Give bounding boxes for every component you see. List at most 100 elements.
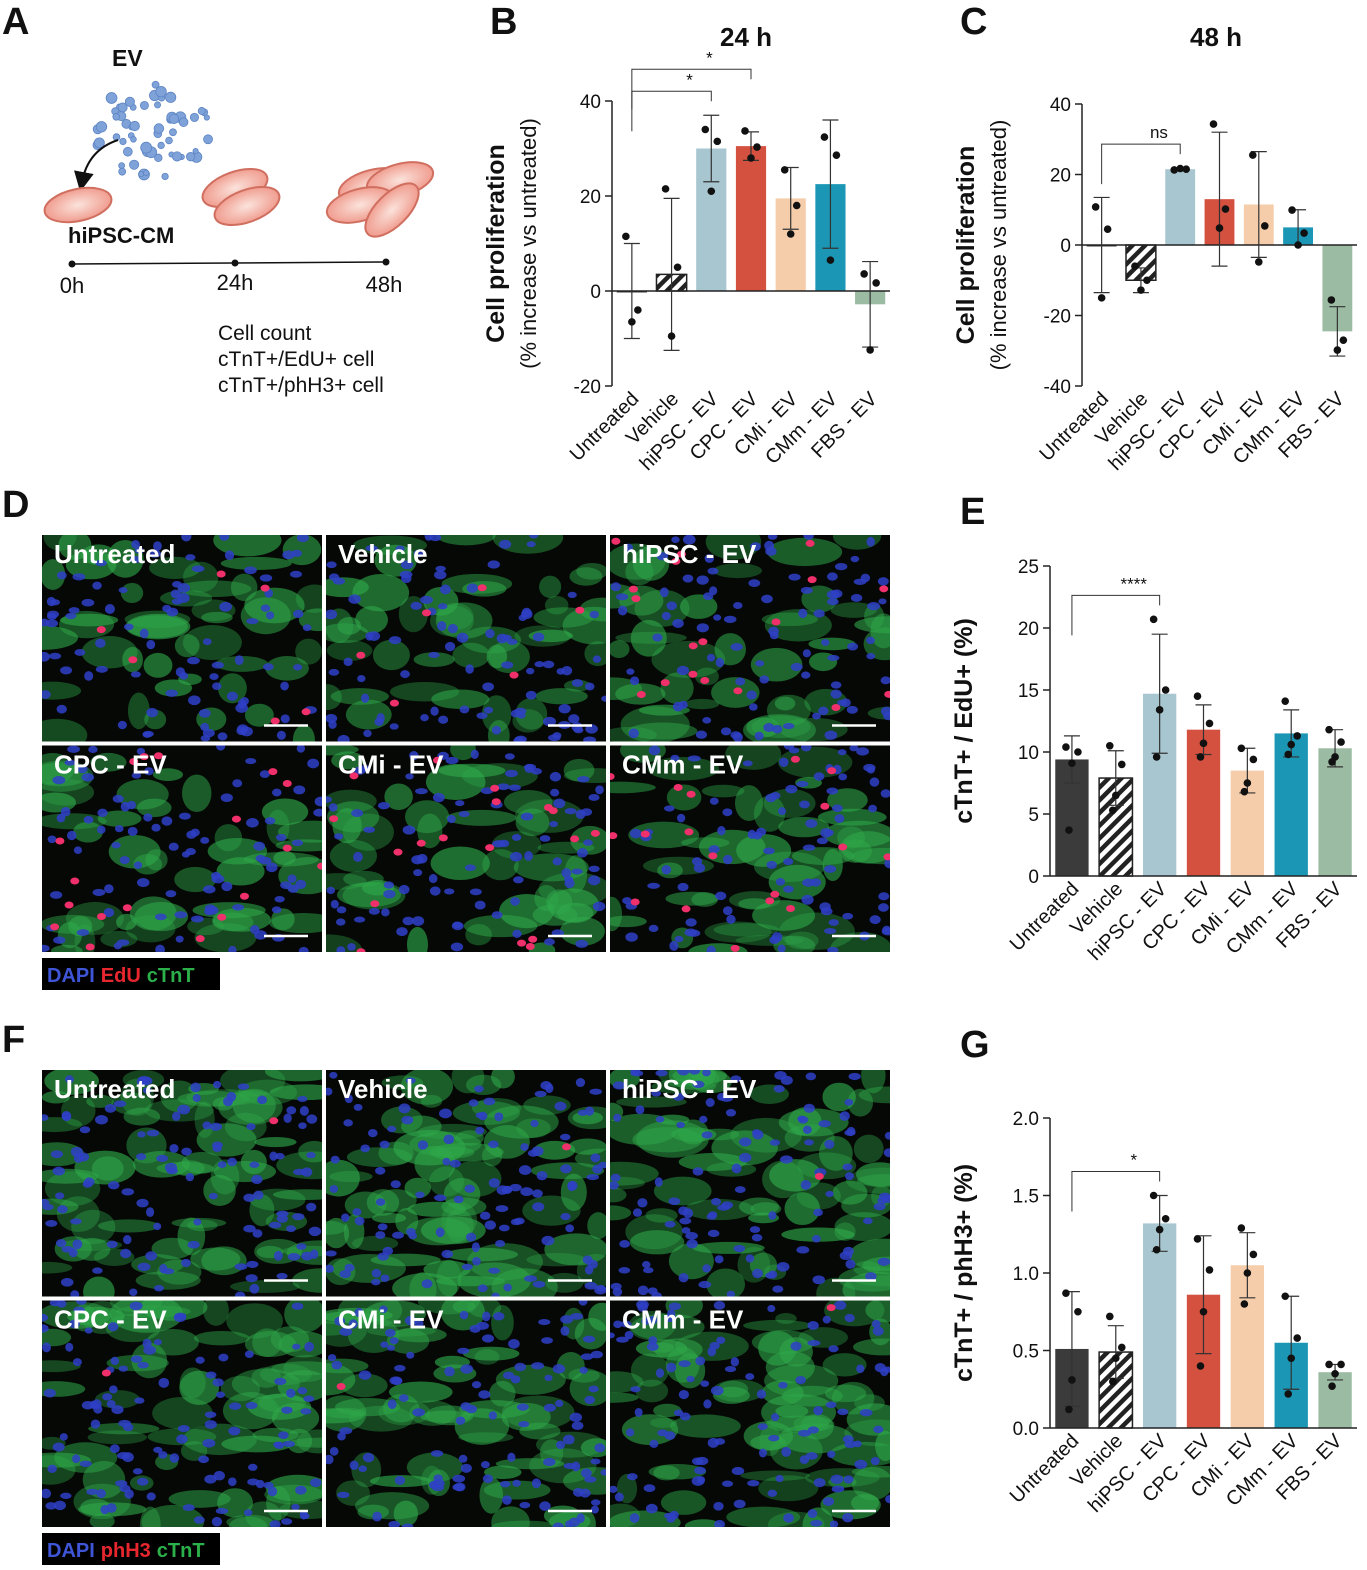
cells [43, 161, 435, 238]
nucleus [300, 1408, 312, 1415]
nucleus [156, 1154, 169, 1163]
significance-bracket [1071, 1171, 1161, 1212]
nucleus [244, 1350, 254, 1359]
nucleus [433, 1474, 443, 1482]
nucleus [83, 1177, 95, 1187]
y-axis-label: cTnT+ / EdU+ (%) [950, 618, 978, 824]
nucleus [684, 928, 697, 937]
cytoplasm [484, 1465, 522, 1480]
cytoplasm [265, 656, 309, 681]
cytoplasm [446, 809, 517, 826]
nucleus [134, 547, 144, 554]
micrograph-label: hiPSC - EV [622, 1074, 757, 1104]
proliferating-nucleus [879, 585, 889, 593]
nucleus [583, 736, 597, 742]
nucleus [276, 730, 286, 740]
cytoplasm [499, 894, 555, 929]
y-tick-label: -20 [1044, 307, 1071, 328]
nucleus [584, 1395, 595, 1405]
nucleus [708, 845, 720, 854]
nucleus [42, 1324, 49, 1333]
micrograph: Vehicle [326, 535, 606, 742]
cytoplasm [610, 1187, 627, 1203]
nucleus [296, 535, 309, 543]
cytoplasm [120, 582, 144, 604]
nucleus [805, 1072, 817, 1081]
nucleus [745, 1254, 755, 1263]
cytoplasm [414, 1145, 456, 1183]
cytoplasm [856, 1162, 890, 1187]
nucleus [170, 589, 181, 599]
nucleus [577, 775, 590, 783]
nucleus [651, 1291, 662, 1297]
y-tick-label: 0.0 [1013, 1419, 1039, 1440]
nucleus [580, 808, 593, 816]
cytoplasm [834, 1222, 856, 1241]
data-point [661, 185, 670, 193]
nucleus [504, 753, 515, 760]
nucleus [837, 1408, 849, 1416]
nucleus [226, 691, 238, 701]
panel-letter: B [490, 1, 517, 43]
cytoplasm [621, 1414, 679, 1446]
micrograph: hiPSC - EV [610, 1070, 890, 1297]
proliferating-nucleus [610, 832, 618, 840]
nucleus [769, 936, 780, 944]
nucleus [549, 821, 559, 828]
nucleus [290, 570, 302, 578]
cytoplasm [393, 1500, 419, 1527]
nucleus [494, 1112, 504, 1122]
nucleus [519, 1501, 531, 1509]
nucleus [193, 1218, 202, 1226]
nucleus [187, 656, 200, 665]
nucleus [707, 1346, 717, 1357]
nucleus [142, 1087, 152, 1094]
nucleus [326, 1264, 334, 1273]
nucleus [488, 1178, 500, 1188]
nucleus [586, 1173, 600, 1181]
proliferating-nucleus [575, 606, 585, 614]
proliferating-nucleus [590, 829, 600, 837]
nucleus [339, 1269, 352, 1279]
cytoplasm [42, 1261, 73, 1274]
nucleus [313, 808, 322, 817]
nucleus [95, 638, 106, 648]
cytoplasm [125, 613, 191, 640]
proliferating-nucleus [561, 1143, 571, 1151]
nucleus [68, 1248, 78, 1258]
nucleus [301, 1167, 313, 1177]
nucleus [84, 671, 94, 681]
stain-legend-bg [42, 958, 220, 990]
proliferating-nucleus [611, 537, 621, 545]
nucleus [610, 1181, 619, 1190]
cytoplasm [725, 745, 782, 770]
nucleus [778, 1381, 788, 1389]
proliferating-nucleus [438, 834, 448, 842]
cytoplasm [875, 1430, 890, 1462]
ev-particle [154, 101, 162, 109]
cytoplasm [750, 647, 803, 682]
cell-label: hiPSC-CM [68, 223, 174, 248]
nucleus [60, 666, 73, 675]
nucleus [213, 1470, 225, 1481]
ev-particle [139, 100, 149, 110]
nucleus [281, 1406, 293, 1414]
proliferating-nucleus [831, 704, 841, 712]
cytoplasm [326, 745, 359, 756]
proliferating-nucleus [490, 784, 500, 792]
nucleus [651, 1090, 662, 1097]
nucleus [730, 643, 743, 651]
nucleus [717, 1092, 727, 1101]
cytoplasm [648, 1464, 707, 1480]
cytoplasm [535, 688, 588, 705]
micrograph-label: Vehicle [338, 1074, 428, 1104]
nucleus [386, 1344, 396, 1351]
proliferating-nucleus [636, 691, 646, 699]
proliferating-nucleus [684, 828, 694, 836]
cytoplasm [435, 535, 496, 546]
nucleus [110, 1356, 120, 1366]
nucleus [53, 1500, 66, 1511]
nucleus [405, 1077, 416, 1084]
cytoplasm [417, 1123, 487, 1140]
nucleus [699, 1115, 708, 1124]
